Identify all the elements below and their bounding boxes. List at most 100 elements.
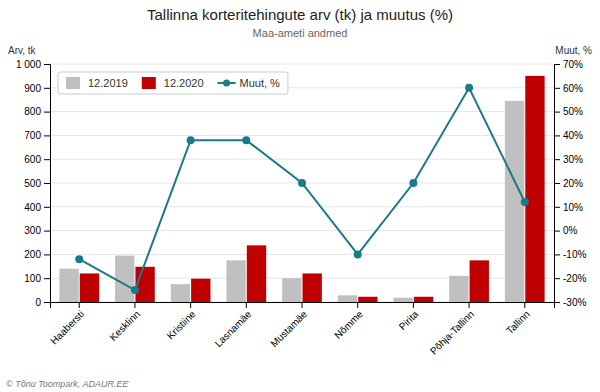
y2-tick-label: 60%: [563, 83, 583, 94]
bar: [226, 260, 245, 302]
y-tick: 300: [24, 225, 50, 236]
y-tick-label: 100: [24, 273, 41, 284]
point: [521, 198, 529, 206]
y2-tick: 0%: [554, 225, 578, 236]
y2-tick: 20%: [554, 178, 583, 189]
y2-tick: -20%: [554, 273, 586, 284]
y-tick: 200: [24, 249, 50, 260]
legend-swatch: [142, 77, 156, 89]
y2-tick-label: 0%: [563, 225, 578, 236]
bar: [525, 76, 544, 302]
y2-tick: -10%: [554, 249, 586, 260]
y-tick-mark: [44, 278, 50, 279]
grid-line: [50, 206, 554, 207]
y2-tick: -30%: [554, 297, 586, 308]
y-tick-label: 0: [35, 297, 41, 308]
x-tick-label: Nõmme: [332, 308, 365, 341]
y2-tick: 70%: [554, 59, 583, 70]
x-tick-label: Mustamäe: [268, 308, 309, 349]
bar-series: [59, 101, 524, 302]
x-tick-mark: [469, 302, 470, 308]
bar: [358, 297, 377, 302]
y-tick-mark: [44, 135, 50, 136]
x-tick: Pirita: [397, 302, 421, 332]
x-tick-mark: [524, 302, 525, 308]
y-tick-mark: [44, 159, 50, 160]
y-tick: 700: [24, 130, 50, 141]
point: [187, 136, 195, 144]
x-tick-label: Tallinn: [504, 308, 532, 336]
y2-tick: 40%: [554, 130, 583, 141]
grid-line: [50, 230, 554, 231]
y2-axis: -30% -20% -10% 0% 10% 20% 30% 40% 50% 60% 70%: [554, 59, 586, 308]
grid-line: [50, 135, 554, 136]
legend-frame: [58, 72, 288, 94]
y2-tick-label: 40%: [563, 130, 583, 141]
x-tick: Lasnamäe: [213, 302, 254, 349]
chart: Tallinna korteritehingute arv (tk) ja mu…: [0, 0, 600, 392]
y-axis-title: Arv, tk: [8, 45, 37, 56]
bar: [171, 284, 190, 302]
y-tick-mark: [44, 88, 50, 89]
x-tick: Kesklinn: [107, 302, 142, 343]
y-tick-label: 700: [24, 130, 41, 141]
bar: [282, 278, 301, 302]
x-axis-line: [51, 303, 555, 309]
bar: [135, 267, 154, 302]
y2-tick: 60%: [554, 83, 583, 94]
y-axis-line: [44, 65, 51, 303]
x-tick-mark: [79, 302, 80, 308]
y-tick: 1 000: [16, 59, 50, 70]
y2-tick: 10%: [554, 202, 583, 213]
x-tick-label: Lasnamäe: [213, 308, 254, 349]
y-tick-mark: [44, 64, 50, 65]
y-tick-label: 300: [24, 225, 41, 236]
point: [298, 179, 306, 187]
y-tick-label: 500: [24, 178, 41, 189]
y2-tick: 30%: [554, 154, 583, 165]
y-tick: 400: [24, 202, 50, 213]
y2-tick-label: -10%: [563, 249, 586, 260]
y-tick-mark: [44, 183, 50, 184]
y2-tick-mark: [554, 183, 560, 184]
legend-label: Muut, %: [240, 77, 281, 89]
y2-axis-line: [555, 65, 561, 303]
y-tick: 900: [24, 83, 50, 94]
bar: [394, 298, 413, 302]
y2-tick-mark: [554, 207, 560, 208]
x-tick-mark: [190, 302, 191, 308]
legend-swatch: [66, 77, 80, 89]
y-tick-mark: [44, 302, 50, 303]
subtitle: Maa-ameti andmed: [253, 27, 348, 39]
bar: [414, 297, 433, 302]
x-tick: Nõmme: [332, 302, 365, 341]
x-tick-label: Haabersti: [48, 308, 86, 346]
y2-tick-mark: [554, 135, 560, 136]
x-tick-mark: [413, 302, 414, 308]
x-tick: Põhja-Tallinn: [428, 302, 476, 357]
y2-tick-mark: [554, 231, 560, 232]
line: [79, 88, 525, 290]
grid-line: [50, 159, 554, 160]
y2-tick: 50%: [554, 106, 583, 117]
legend-entry: Muut, %: [218, 77, 281, 89]
y2-tick-label: 70%: [563, 59, 583, 70]
plot: 01002003004005006007008009001 000-30%-20…: [16, 59, 586, 357]
y2-tick-mark: [554, 88, 560, 89]
y-tick-mark: [44, 207, 50, 208]
y-tick-label: 1 000: [16, 59, 41, 70]
grid-line: [50, 64, 554, 65]
grid: [50, 64, 554, 302]
bar: [247, 245, 266, 302]
x-tick: Kristiine: [165, 302, 198, 341]
x-tick: Haabersti: [48, 302, 86, 346]
y-tick-label: 800: [24, 106, 41, 117]
y-tick-mark: [44, 254, 50, 255]
bar: [338, 295, 357, 302]
legend-marker: [223, 80, 230, 87]
legend-entry: 12.2019: [66, 77, 128, 89]
point: [465, 84, 473, 92]
grid-line: [50, 111, 554, 112]
footer: © Tõnu Toompark, ADAUR.EE: [6, 379, 130, 389]
bar-series: [80, 76, 545, 302]
